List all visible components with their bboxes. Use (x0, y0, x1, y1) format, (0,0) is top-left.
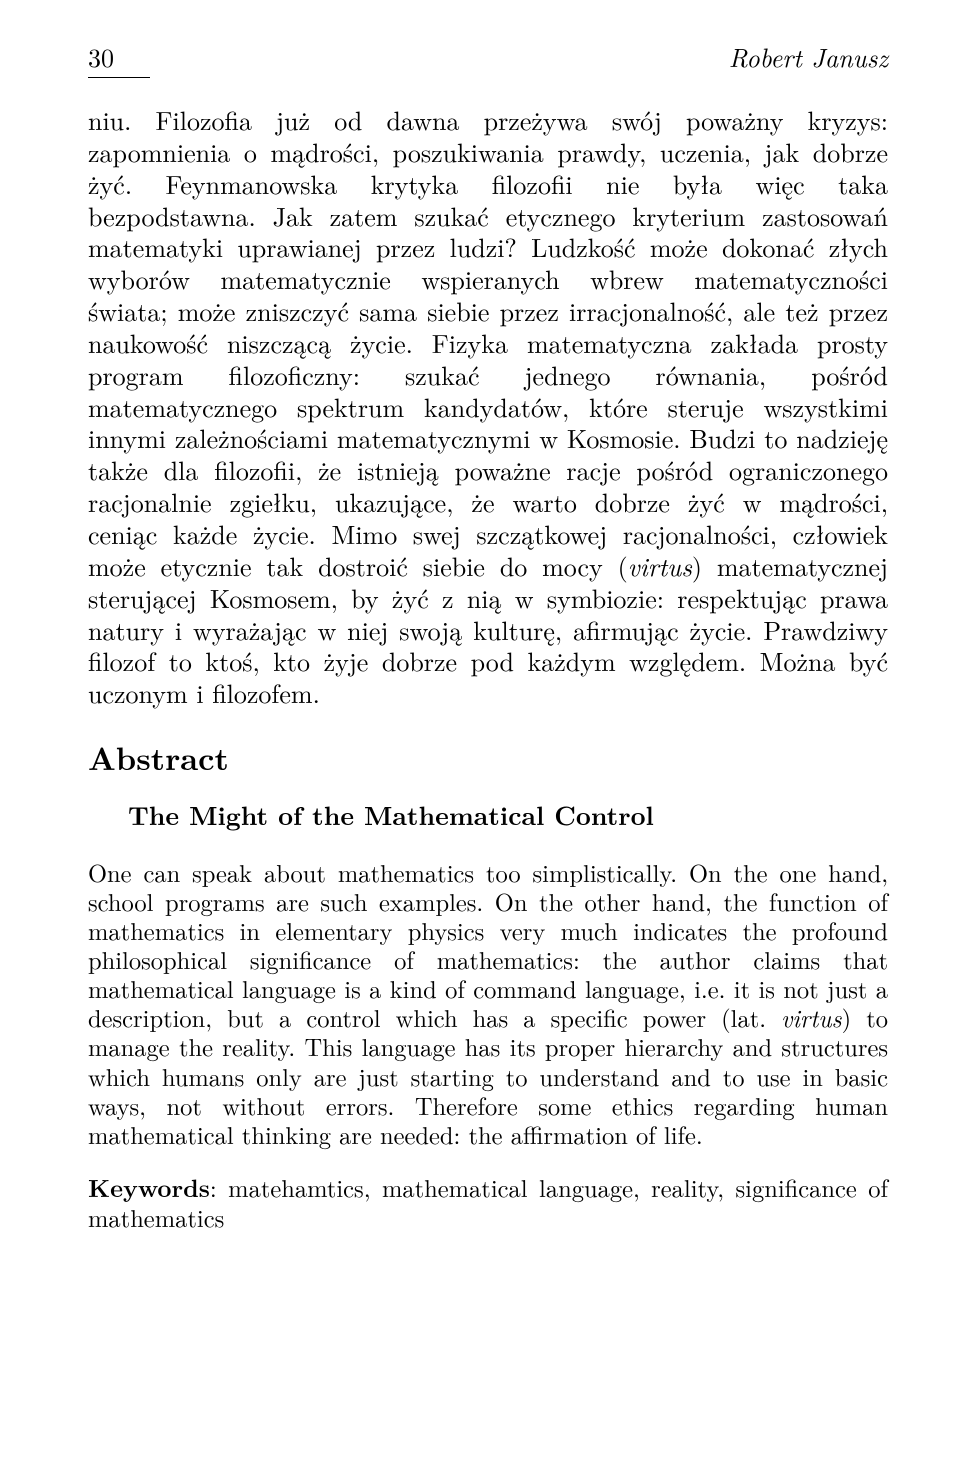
running-head: 30 Robert Janusz (88, 38, 888, 75)
page: 30 Robert Janusz niu. Filozofia już od d… (0, 0, 960, 1469)
head-rule-wrap (88, 77, 888, 78)
head-rule (88, 77, 150, 78)
abstract-title: The Might of the Mathematical Control (128, 796, 888, 833)
keywords-line: Keywords: matehamtics, mathematical lang… (88, 1173, 888, 1231)
abstract-text: One can speak about mathematics too simp… (88, 858, 888, 1149)
running-head-author: Robert Janusz (122, 38, 888, 75)
abstract-heading: Abstract (88, 735, 888, 780)
page-number: 30 (88, 38, 122, 75)
body-paragraph: niu. Filozofia już od dawna przeżywa swó… (88, 104, 888, 709)
